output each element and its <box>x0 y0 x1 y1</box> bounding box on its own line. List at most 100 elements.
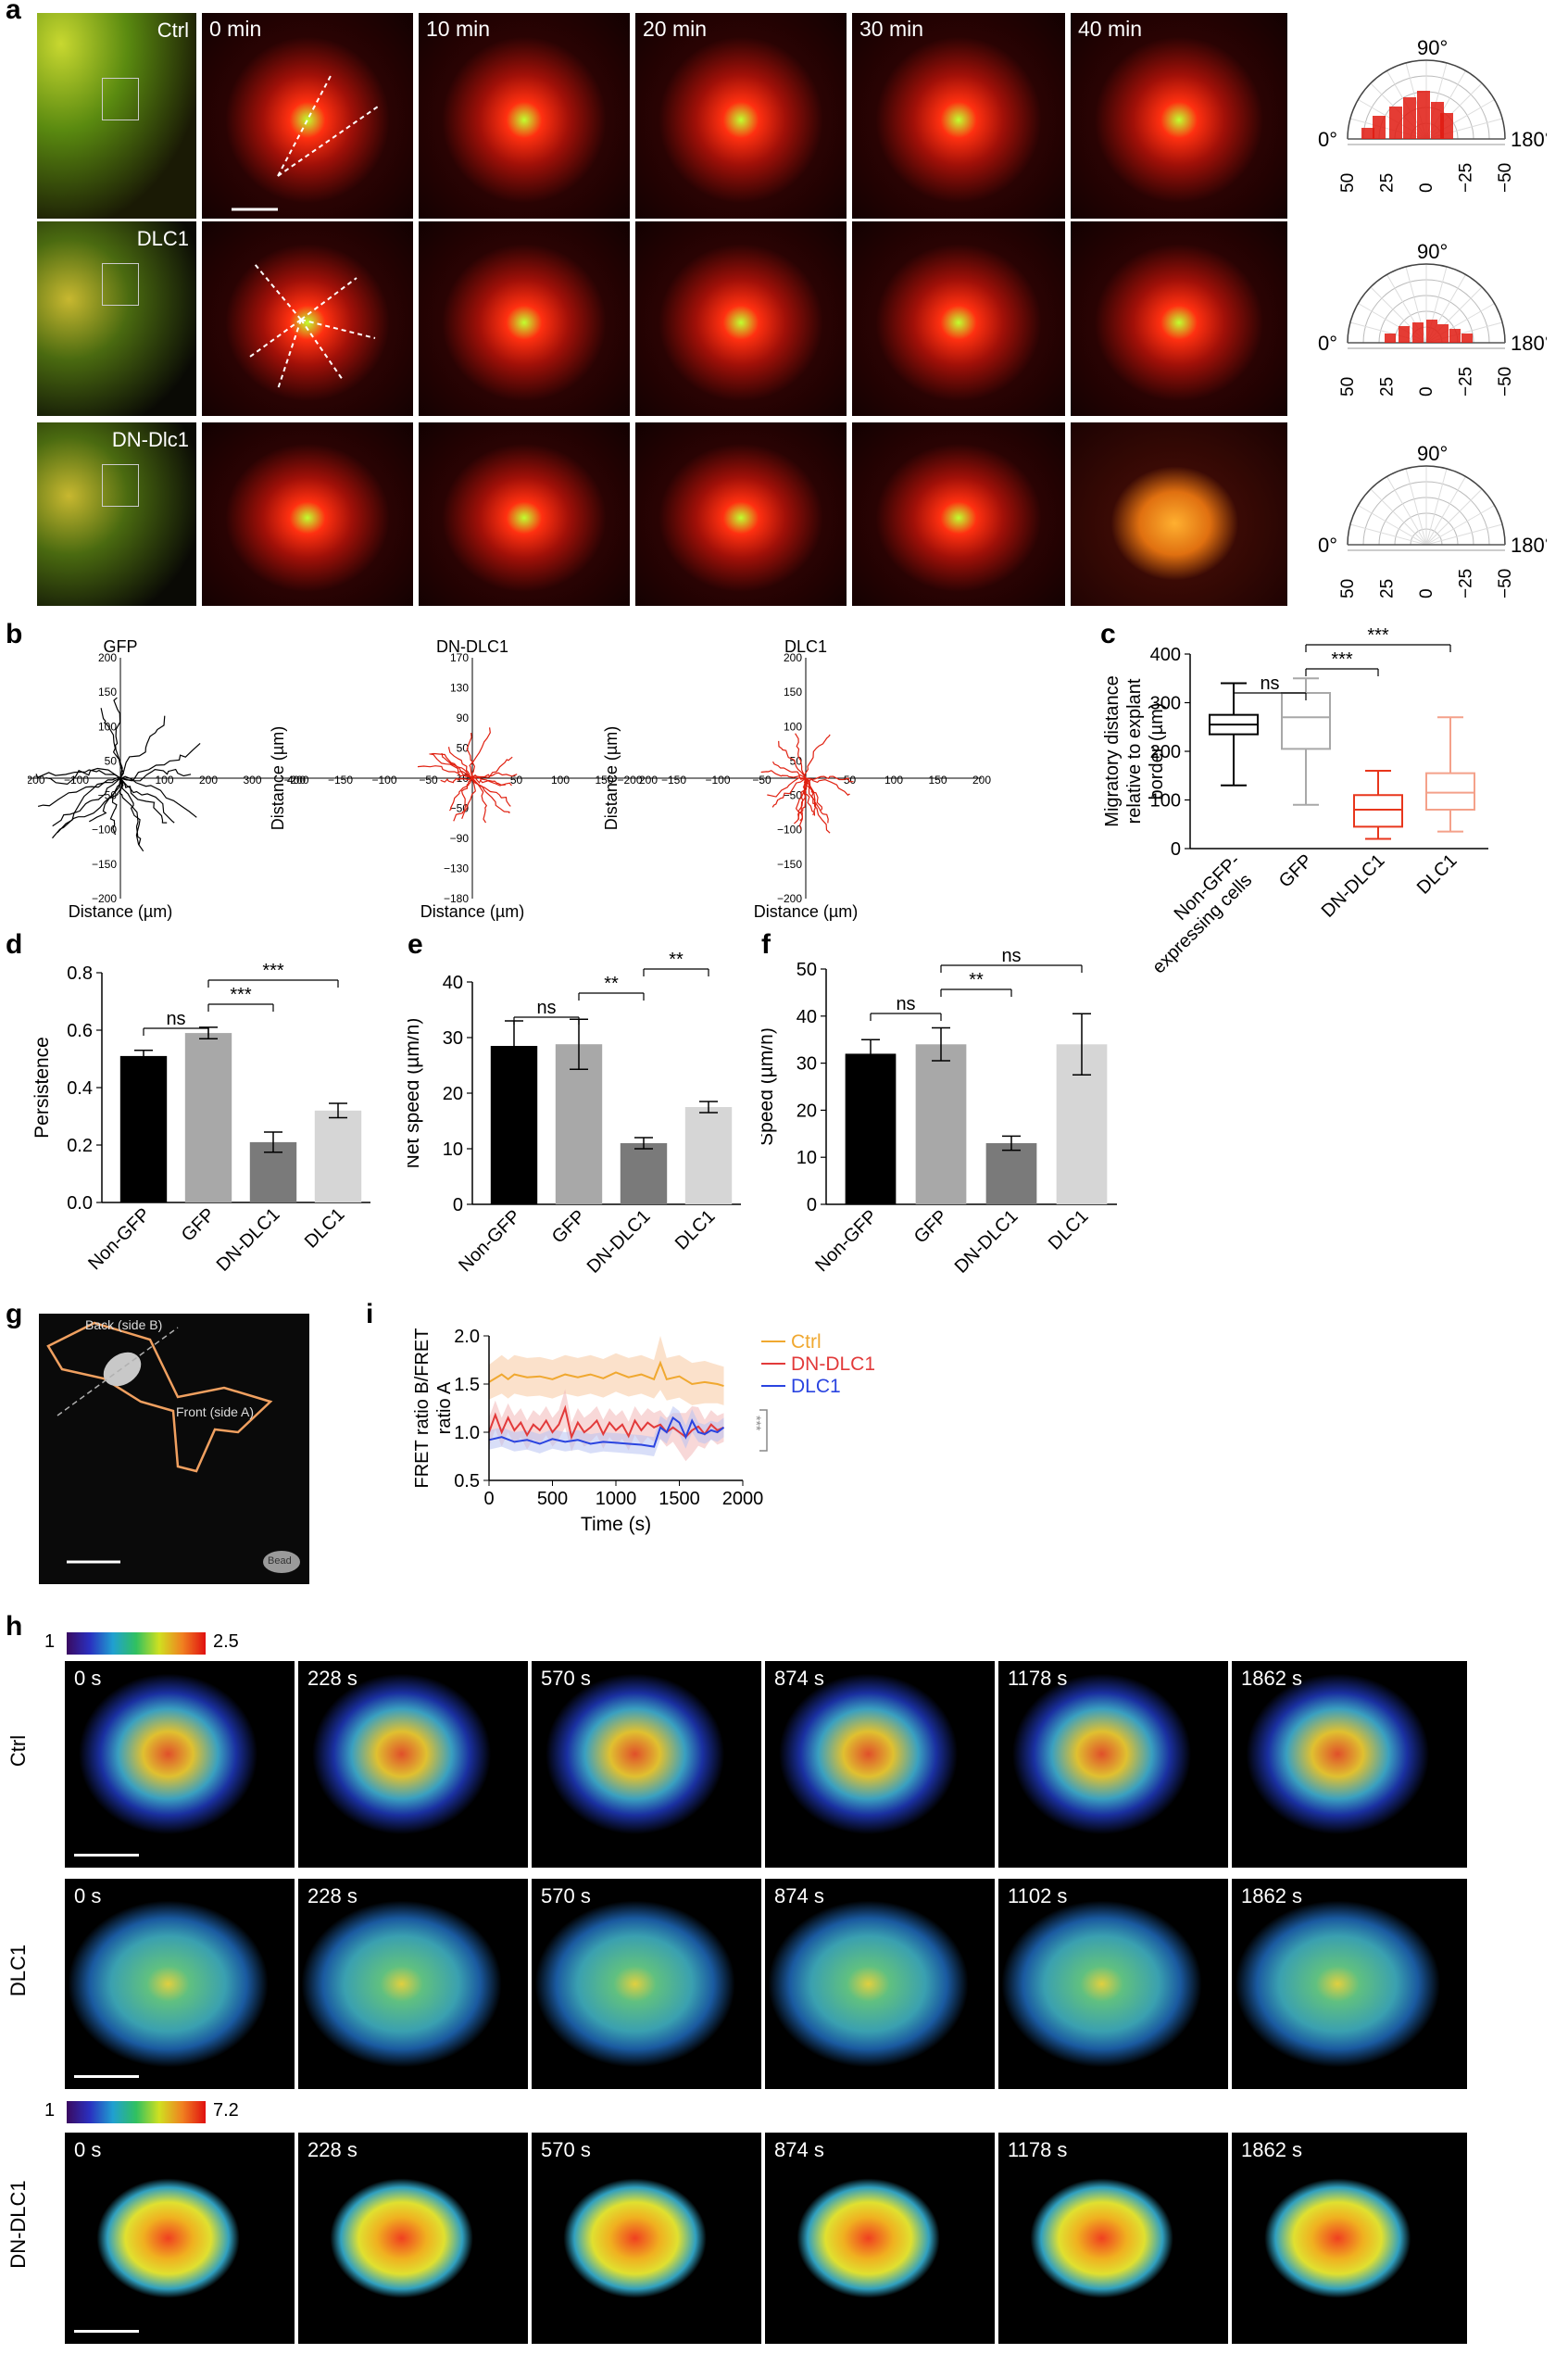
row-label: DN-Dlc1 <box>111 428 189 451</box>
significance-label: *** <box>749 1416 764 1431</box>
significance-label: ns <box>1001 946 1021 966</box>
trajectory-title: DLC1 <box>784 639 827 656</box>
category-label-group: GFP <box>1275 850 1317 892</box>
nucleus <box>103 1352 142 1387</box>
bar <box>490 1046 538 1204</box>
y-tick-label: 50 <box>797 960 817 980</box>
time-label: 1178 s <box>1008 1667 1068 1690</box>
y-tick-label: 1.5 <box>454 1375 480 1395</box>
time-label: 10 min <box>426 17 491 41</box>
x-tick-label: −50 <box>752 774 771 787</box>
x-tick-label: 300 <box>243 774 261 787</box>
micrograph-1-5: 40 min <box>1071 13 1287 219</box>
micrograph-2-2 <box>419 221 630 416</box>
cell-outline <box>46 1321 273 1473</box>
polar-wedge <box>1399 326 1410 343</box>
trajectory-line <box>441 752 473 779</box>
significance-bracket <box>759 1409 768 1452</box>
angle-label-90: 90° <box>1417 442 1448 465</box>
fret-image-2-5: 1102 s <box>998 1879 1228 2089</box>
y-tick-label: 40 <box>443 973 463 993</box>
polar-tick: −50 <box>1496 367 1515 397</box>
trajectory-line <box>448 777 473 812</box>
fret-cell <box>998 2133 1228 2344</box>
trajectory-line <box>119 768 192 782</box>
x-tick-label: 150 <box>595 774 613 787</box>
overview-image-1: Ctrl <box>37 13 196 219</box>
scale-bar <box>74 2075 139 2078</box>
y-axis-label-group: Net speed (µm/h) <box>408 1018 423 1169</box>
y-tick-label: 30 <box>797 1054 817 1075</box>
y-tick-label: −50 <box>784 789 803 802</box>
polar-tick: −50 <box>1496 163 1515 193</box>
x-tick-label: 2000 <box>722 1489 764 1509</box>
bar <box>119 1055 168 1202</box>
category-label: Non-GFP <box>84 1204 154 1274</box>
fret-image-3-2: 228 s <box>298 2133 528 2344</box>
colorbar-dn-dlc1-min: 1 <box>44 2100 56 2121</box>
fret-cell <box>298 1661 528 1868</box>
y-tick-label: −200 <box>777 892 802 905</box>
time-label: 874 s <box>774 1884 824 1907</box>
x-tick-label: −200 <box>283 774 308 787</box>
time-label: 0 s <box>74 2138 102 2161</box>
time-label: 228 s <box>307 1884 358 1907</box>
roi-box <box>102 263 139 306</box>
y-tick-label: −100 <box>777 824 802 837</box>
y-tick-label: 0.4 <box>67 1078 93 1099</box>
bar <box>684 1107 733 1204</box>
trajectory-line <box>466 733 474 779</box>
series-line <box>488 1360 724 1388</box>
panel-label-h: h <box>6 1611 23 1642</box>
polar-wedge <box>1385 334 1396 343</box>
panel-label-f: f <box>761 929 771 960</box>
bar <box>184 1033 232 1202</box>
box <box>1281 692 1331 750</box>
trajectory-line <box>431 752 473 779</box>
fret-image-2-2: 228 s <box>298 1879 528 2089</box>
polar-outer <box>1347 59 1506 140</box>
significance-label: *** <box>1367 625 1389 646</box>
polar-spoke <box>1425 468 1448 546</box>
category-label-group: DLC1 <box>301 1204 349 1253</box>
trajectory-line <box>798 777 807 830</box>
category-label-group: DN-DLC1 <box>583 1206 655 1278</box>
y-tick-label: 50 <box>105 754 118 767</box>
category-label-group: GFP <box>548 1206 590 1248</box>
x-tick-label: −200 <box>617 774 642 787</box>
time-label: 874 s <box>774 2138 824 2161</box>
time-label: 1862 s <box>1241 1667 1303 1690</box>
category-label: Non-GFP <box>455 1206 524 1276</box>
fret-image-3-3: 570 s <box>532 2133 761 2344</box>
micrograph-3-4 <box>852 422 1065 606</box>
fret-cell <box>532 1879 761 2089</box>
panel-label-e: e <box>408 929 423 960</box>
trajectory-line <box>803 777 815 815</box>
series-band <box>489 1389 724 1462</box>
category-label-group: GFP <box>178 1204 220 1246</box>
polar-spoke <box>1386 476 1427 546</box>
bead-shape <box>263 1551 300 1573</box>
polar-outer <box>1347 263 1506 344</box>
x-tick-label: 200 <box>199 774 218 787</box>
y-axis-label: relative to explant <box>1124 678 1145 824</box>
fret-cell <box>298 1879 528 2089</box>
x-tick-label: −150 <box>661 774 686 787</box>
fret-image-1-1: 0 s <box>65 1661 295 1868</box>
trajectory-line <box>100 708 125 779</box>
y-tick-label: −90 <box>450 832 470 845</box>
trajectory-line <box>89 777 124 823</box>
time-label: 40 min <box>1078 17 1143 41</box>
polar-plot-1: 90° 0° 180° 50 25 0 −25 −50 <box>1318 36 1547 193</box>
micrograph-2-1 <box>202 221 413 416</box>
row-label: DN-DLC1 <box>6 2180 30 2269</box>
x-axis-label: Distance (µm) <box>420 902 524 921</box>
y-tick-label: 100 <box>784 720 802 733</box>
trajectory-line <box>805 777 850 797</box>
polar-wedge <box>1417 91 1430 139</box>
y-tick-label: 0 <box>453 1195 463 1215</box>
category-label: DLC1 <box>1413 850 1461 899</box>
significance-label: ns <box>1260 673 1279 694</box>
y-tick-label: −150 <box>92 858 117 871</box>
y-tick-label: 100 <box>1150 791 1181 812</box>
